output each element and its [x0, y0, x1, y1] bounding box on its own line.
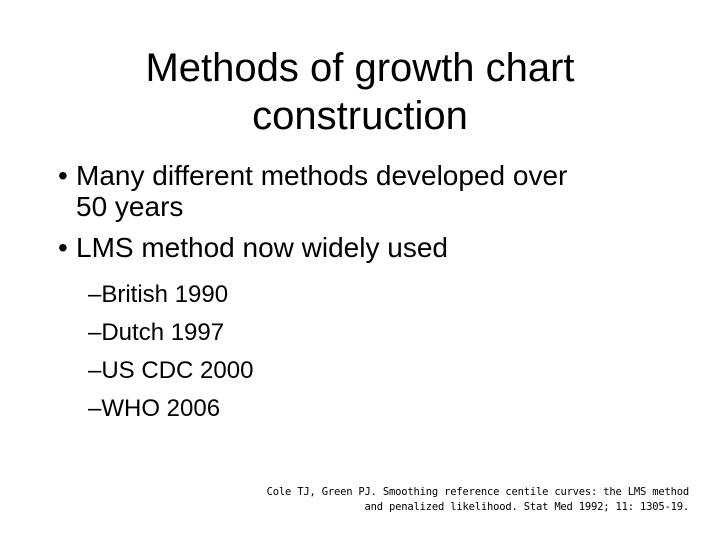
slide-title-line-2: construction [252, 94, 468, 138]
sub-bullet-british: –British 1990 [88, 281, 229, 308]
citation-line-1: Cole TJ, Green PJ. Smoothing reference c… [266, 486, 690, 498]
bullet-marker: • [58, 160, 68, 191]
bullet-marker: • [58, 232, 68, 263]
slide-title: Methods of growth chart construction [60, 44, 660, 140]
bullet-text-line-1: LMS method now widely used [76, 232, 448, 263]
sub-bullet-dutch: –Dutch 1997 [88, 319, 225, 346]
sub-bullet-who: –WHO 2006 [88, 395, 221, 422]
sub-bullet-us-cdc: –US CDC 2000 [88, 357, 254, 384]
bullet-text-line-2: 50 years [76, 191, 184, 222]
citation: Cole TJ, Green PJ. Smoothing reference c… [189, 485, 690, 515]
sub-bullet-list: –British 1990 –Dutch 1997 –US CDC 2000 –… [88, 281, 253, 433]
bullet-item-methods: • Many different methods developed over … [58, 160, 698, 222]
bullet-text-line-1: Many different methods developed over [76, 160, 568, 191]
citation-line-2: and penalized likelihood. Stat Med 1992;… [364, 501, 690, 513]
slide-title-line-1: Methods of growth chart [145, 46, 575, 90]
bullet-list: • Many different methods developed over … [58, 160, 698, 273]
bullet-item-lms: • LMS method now widely used [58, 232, 698, 263]
